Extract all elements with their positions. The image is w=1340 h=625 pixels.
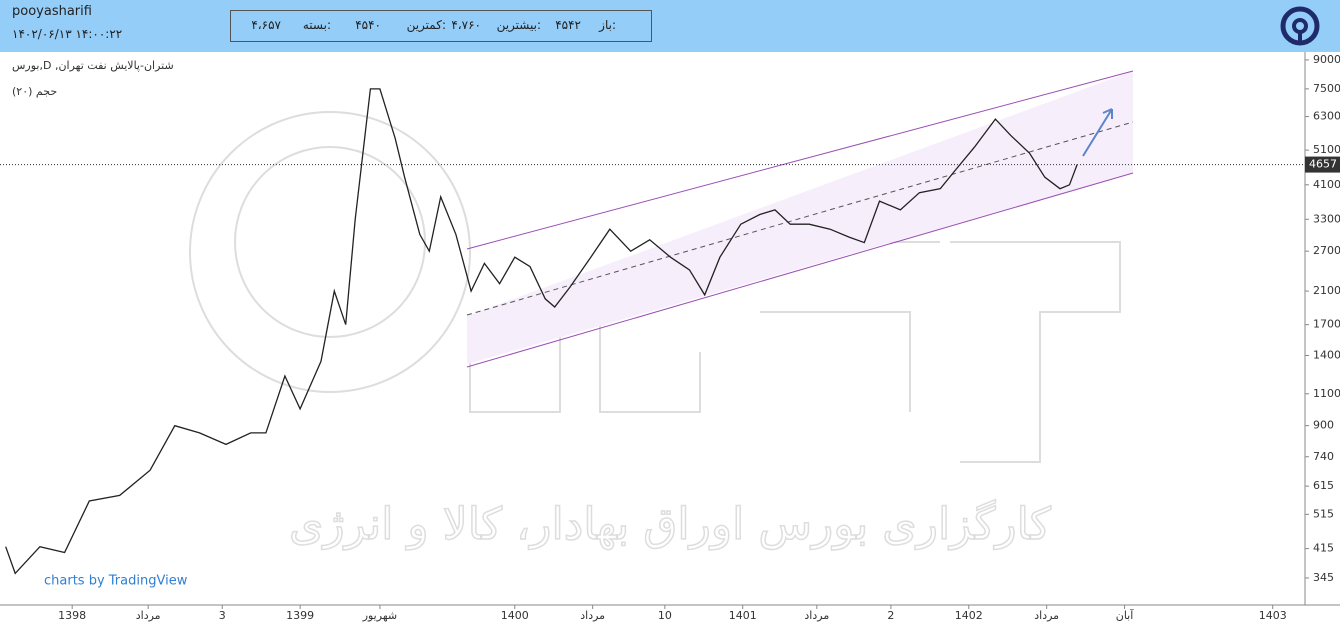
y-tick-label: 1100 — [1313, 387, 1340, 400]
x-tick-label: مرداد — [804, 609, 829, 622]
y-tick-label: 515 — [1313, 507, 1334, 520]
price-line — [5, 88, 1078, 575]
x-tick-label: شهریور — [362, 609, 397, 622]
last-price-box — [1305, 156, 1340, 173]
y-tick-label: 4100 — [1313, 178, 1340, 191]
y-tick-label: 1700 — [1313, 318, 1340, 331]
y-tick-label: 6300 — [1313, 110, 1340, 123]
x-tick-label: 3 — [219, 609, 226, 622]
logo — [1280, 6, 1320, 46]
user: pooyasharifi — [12, 4, 92, 19]
x-tick-label: آبان — [1116, 608, 1134, 622]
channel-fill — [467, 71, 1133, 364]
y-tick-label: 345 — [1313, 571, 1334, 584]
last-price-label: 4657 — [1309, 158, 1337, 171]
x-tick-label: 1400 — [501, 609, 529, 622]
x-tick-label: 1402 — [955, 609, 983, 622]
branding: charts by TradingView — [44, 574, 188, 589]
y-tick-label: 7500 — [1313, 82, 1340, 95]
ohlc-label: بسته: — [302, 18, 331, 32]
channel-mid — [466, 121, 1134, 316]
y-tick-label: 2100 — [1313, 284, 1340, 297]
watermark-logo — [189, 111, 1121, 463]
channel-bottom — [466, 172, 1134, 368]
y-tick-label: 900 — [1313, 419, 1334, 432]
y-tick-label: 415 — [1313, 542, 1334, 555]
channel-top — [466, 70, 1134, 250]
x-tick-label: 10 — [658, 609, 672, 622]
x-tick-label: 1403 — [1259, 609, 1287, 622]
x-tick-label: 1399 — [286, 609, 314, 622]
arrow — [1082, 108, 1113, 157]
ohlc-value: ۴۵۴۰ — [355, 18, 381, 32]
chart: کارگزاری بورس اوراق بهادار، کالا و انرژی… — [0, 52, 1340, 622]
y-tick-label: 2700 — [1313, 244, 1340, 257]
watermark: کارگزاری بورس اوراق بهادار، کالا و انرژی — [289, 499, 1051, 550]
x-tick-label: مرداد — [136, 609, 161, 622]
y-tick-label: 740 — [1313, 450, 1334, 463]
x-tick-label: 1398 — [58, 609, 86, 622]
x-tick-label: 1401 — [729, 609, 757, 622]
ohlc-box: باز: ۴۵۴۲ بیشترین: ۴،۷۶۰ کمترین: ۴۵۴۰ بس… — [230, 10, 652, 42]
symbol: بورس,D ,شتران-پالایش نفت تهران — [12, 59, 174, 72]
x-tick-label: مرداد — [1034, 609, 1059, 622]
indicator: حجم (۲۰) — [12, 85, 57, 98]
y-tick-label: 9000 — [1313, 53, 1340, 66]
y-tick-label: 3300 — [1313, 212, 1340, 225]
ohlc-label: بیشترین: — [496, 18, 541, 32]
y-tick-label: 5100 — [1313, 143, 1340, 156]
ohlc-value: ۴۵۴۲ — [555, 18, 581, 32]
ohlc-value: ۴،۶۵۷ — [251, 18, 281, 32]
datetime: ۱۴۰۲/۰۶/۱۳ ۱۴:۰۰:۲۲ — [12, 27, 123, 41]
x-tick-label: مرداد — [580, 609, 605, 622]
ohlc-value: ۴،۷۶۰ — [451, 18, 481, 32]
ohlc-label: کمترین: — [406, 18, 446, 32]
x-tick-label: 2 — [887, 609, 894, 622]
header: pooyasharifi ۱۴۰۲/۰۶/۱۳ ۱۴:۰۰:۲۲ باز: ۴۵… — [0, 0, 1340, 52]
ohlc-label: باز: — [599, 18, 616, 32]
y-tick-label: 1400 — [1313, 348, 1340, 361]
y-tick-label: 615 — [1313, 479, 1334, 492]
